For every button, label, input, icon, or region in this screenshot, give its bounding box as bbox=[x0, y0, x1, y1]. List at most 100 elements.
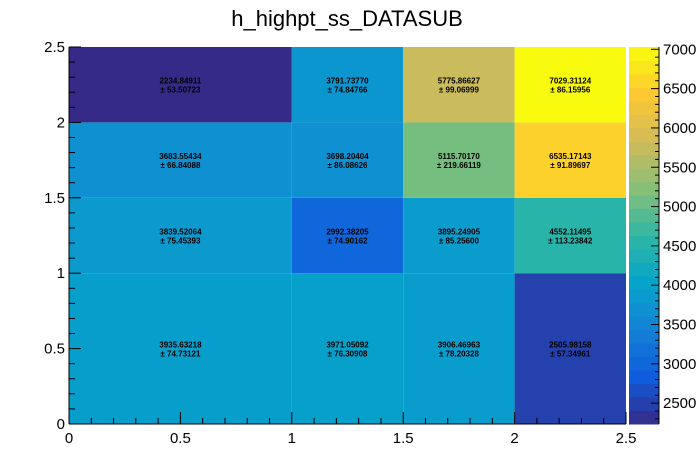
color-scale-segment bbox=[629, 154, 659, 169]
heatmap-cell bbox=[69, 47, 292, 123]
cell-value-label: 3895.24905 bbox=[438, 228, 481, 237]
y-tick-label: 0.5 bbox=[44, 341, 65, 358]
color-scale-segment bbox=[629, 73, 659, 88]
cell-value-label: 5775.86627 bbox=[438, 77, 481, 86]
color-scale-segment bbox=[629, 127, 659, 142]
color-scale-segment bbox=[629, 208, 659, 223]
cell-error-label: ± 66.84088 bbox=[160, 161, 201, 170]
color-scale-segment bbox=[629, 87, 659, 102]
color-scale-segment bbox=[629, 181, 659, 196]
color-scale-segment bbox=[629, 356, 659, 371]
color-scale-segment bbox=[629, 262, 659, 277]
cell-error-label: ± 91.89697 bbox=[550, 161, 591, 170]
color-scale-segment bbox=[629, 410, 659, 425]
heatmap-cell bbox=[403, 122, 515, 198]
axes: 0 0.5 1 1.5 2 2.5 0 0.5 1 1.5 2 2.5 bbox=[44, 39, 636, 447]
chart-title: h_highpt_ss_DATASUB bbox=[231, 6, 463, 31]
color-scale-segment bbox=[629, 343, 659, 358]
color-scale-segment bbox=[629, 302, 659, 317]
cell-value-label: 3791.73770 bbox=[326, 77, 369, 86]
color-scale-tick-label: 3000 bbox=[663, 356, 696, 373]
heatmap-cell bbox=[291, 47, 404, 123]
color-scale-segment bbox=[629, 235, 659, 250]
color-scale-segment bbox=[629, 275, 659, 290]
color-scale-segment bbox=[629, 222, 659, 236]
x-tick-label: 1.5 bbox=[393, 430, 414, 447]
color-scale-segment bbox=[629, 141, 659, 156]
color-scale-segment bbox=[629, 397, 659, 412]
color-scale-segment bbox=[629, 195, 659, 210]
heatmap-cell bbox=[69, 122, 292, 198]
color-scale-segment bbox=[629, 316, 659, 331]
y-tick-label: 2 bbox=[57, 114, 65, 131]
color-scale-tick-label: 6000 bbox=[663, 120, 696, 137]
cell-error-label: ± 86.08626 bbox=[328, 161, 369, 170]
color-scale-segment bbox=[629, 383, 659, 398]
x-tick-label: 2 bbox=[510, 430, 518, 447]
color-scale-segment bbox=[629, 47, 659, 61]
color-scale-segment bbox=[629, 289, 659, 304]
cell-error-label: ± 57.34961 bbox=[550, 350, 591, 359]
y-tick-label: 1.5 bbox=[44, 190, 65, 207]
cell-error-label: ± 75.45393 bbox=[160, 237, 201, 246]
color-scale-tick-label: 6500 bbox=[663, 81, 696, 98]
cell-error-label: ± 78.20328 bbox=[439, 350, 480, 359]
heatmap-cell bbox=[514, 47, 626, 123]
cell-error-label: ± 74.90162 bbox=[328, 237, 369, 246]
cell-value-label: 3698.20404 bbox=[326, 152, 369, 161]
cell-error-label: ± 219.66119 bbox=[437, 161, 482, 170]
heatmap-cell bbox=[291, 273, 404, 424]
cell-error-label: ± 74.84766 bbox=[328, 86, 369, 95]
color-scale-tick-label: 2500 bbox=[663, 395, 696, 412]
color-scale-segment bbox=[629, 60, 659, 75]
x-tick-label: 0.5 bbox=[170, 430, 191, 447]
x-tick-label: 2.5 bbox=[616, 430, 637, 447]
cell-value-label: 3839.52064 bbox=[159, 228, 202, 237]
color-scale-tick-label: 4500 bbox=[663, 238, 696, 255]
color-scale-segment bbox=[629, 100, 659, 115]
color-scale-tick-label: 5500 bbox=[663, 159, 696, 176]
color-scale-segment bbox=[629, 114, 659, 129]
cell-error-label: ± 99.06999 bbox=[439, 86, 480, 95]
heatmap-cell bbox=[291, 122, 404, 198]
cell-value-label: 4552.11495 bbox=[549, 228, 591, 237]
cell-value-label: 6535.17143 bbox=[549, 152, 592, 161]
heatmap-cell bbox=[514, 122, 626, 198]
color-scale-tick-label: 5000 bbox=[663, 199, 696, 216]
y-tick-label: 1 bbox=[57, 265, 65, 282]
color-scale-tick-label: 7000 bbox=[663, 41, 696, 58]
cell-value-label: 3683.55434 bbox=[159, 152, 202, 161]
cell-error-label: ± 85.25600 bbox=[439, 237, 480, 246]
color-scale-segment bbox=[629, 248, 659, 263]
color-scale-segment bbox=[629, 168, 659, 183]
cell-value-label: 3906.46963 bbox=[438, 341, 481, 350]
heatmap-cell bbox=[403, 273, 515, 424]
heatmap-cell bbox=[69, 273, 292, 424]
color-scale-tick-label: 4000 bbox=[663, 277, 696, 294]
heatmap-cell bbox=[514, 197, 626, 274]
cell-error-label: ± 113.23842 bbox=[548, 237, 593, 246]
heatmap-cell bbox=[403, 197, 515, 274]
cell-error-label: ± 53.50723 bbox=[160, 86, 201, 95]
color-scale-segment bbox=[629, 370, 659, 385]
x-tick-label: 1 bbox=[288, 430, 296, 447]
heatmap-cell bbox=[69, 197, 292, 274]
color-scale-bar: 2500 3000 3500 4000 4500 5000 5500 6000 6500 7000 bbox=[629, 41, 696, 425]
color-scale-segment bbox=[629, 329, 659, 344]
y-tick-label: 2.5 bbox=[44, 39, 65, 56]
cell-value-label: 5115.70170 bbox=[438, 152, 480, 161]
heatmap-cell bbox=[403, 47, 515, 123]
cell-error-label: ± 74.73121 bbox=[160, 350, 201, 359]
cell-value-label: 2234.84911 bbox=[159, 77, 201, 86]
color-scale-tick-label: 3500 bbox=[663, 317, 696, 334]
cell-value-label: 3935.63218 bbox=[159, 341, 202, 350]
x-tick-label: 0 bbox=[65, 430, 73, 447]
cell-value-label: 3971.05092 bbox=[326, 341, 369, 350]
heatmap-cell bbox=[514, 273, 626, 424]
heatmap-cells bbox=[69, 47, 626, 424]
cell-value-label: 2505.98158 bbox=[549, 341, 592, 350]
y-tick-label: 0 bbox=[57, 416, 65, 433]
heatmap-cell-labels: 3935.63218± 74.73121 3971.05092± 76.30908… bbox=[159, 77, 593, 359]
cell-error-label: ± 86.15956 bbox=[550, 86, 591, 95]
